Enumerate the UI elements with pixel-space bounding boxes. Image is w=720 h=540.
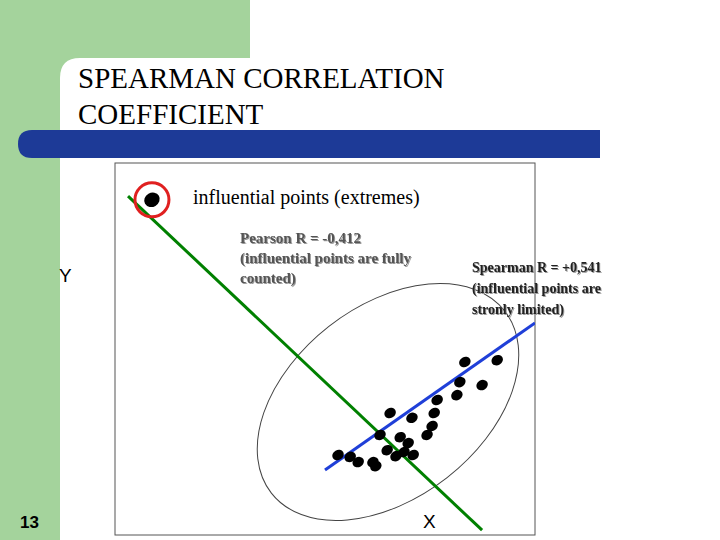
point [388, 449, 403, 464]
pearson-note: (influential points are fully [240, 250, 411, 267]
pearson-note: counted) [240, 270, 296, 287]
annotation: influential points (extremes) [193, 186, 420, 209]
fit-line [325, 323, 535, 470]
point [350, 455, 365, 470]
title-box [60, 58, 560, 142]
point [452, 375, 467, 390]
slide-number: 13 [20, 513, 39, 532]
highlight-circle [135, 183, 169, 217]
point [372, 428, 387, 443]
fit-line [128, 196, 482, 530]
pearson-note: Pearson R = -0,412 [240, 230, 361, 246]
point [457, 355, 472, 370]
plot-frame [115, 163, 535, 535]
point [449, 388, 464, 403]
point [424, 419, 439, 434]
point [368, 459, 383, 474]
point [490, 353, 505, 368]
spearman-note: (influential points are [472, 281, 601, 297]
point [142, 190, 163, 210]
x-axis-label: X [423, 511, 436, 532]
point [406, 448, 421, 463]
point [404, 410, 419, 425]
point [427, 406, 442, 421]
title-bar [18, 130, 600, 158]
deco-green-left [0, 0, 60, 540]
spearman-note: Spearman R = +0,541 [472, 260, 602, 275]
title: SPEARMAN CORRELATION COEFFICIENT [78, 60, 548, 132]
slide: influential points (extremes) Pearson R =… [0, 0, 720, 540]
spearman-note: stronly limited) [472, 302, 564, 318]
point [429, 393, 444, 408]
point [382, 406, 397, 421]
point [330, 448, 345, 463]
plot-marks [128, 190, 535, 535]
y-axis-label: Y [59, 265, 72, 286]
point [474, 378, 489, 393]
